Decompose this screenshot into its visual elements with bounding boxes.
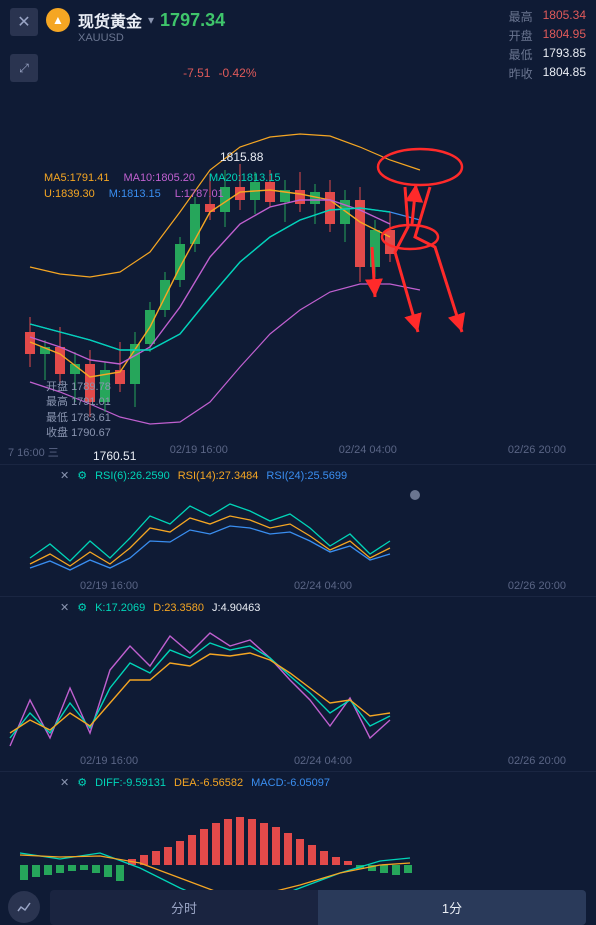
d-label: D:23.3580 bbox=[153, 602, 204, 614]
open-label: 开盘 bbox=[509, 27, 533, 44]
kdj-svg bbox=[0, 618, 596, 753]
xaxis-tick: 02/19 16:00 bbox=[170, 444, 228, 460]
boll-u: U:1839.30 bbox=[44, 188, 95, 200]
ohlc-tooltip: 开盘 1789.78 最高 1791.01 最低 1783.61 收盘 1790… bbox=[46, 380, 111, 442]
kdj-panel[interactable]: ✕ ⚙ K:17.2069 D:23.3580 J:4.90463 02/19 … bbox=[0, 596, 596, 771]
xaxis-tick: 02/24 04:00 bbox=[294, 755, 352, 767]
gear-icon[interactable]: ⚙ bbox=[77, 776, 87, 789]
prev-val: 1804.85 bbox=[543, 65, 586, 82]
panel-close-icon[interactable]: ✕ bbox=[60, 469, 69, 482]
ma5-label: MA5:1791.41 bbox=[44, 172, 109, 184]
boll-l: L:1787.01 bbox=[175, 188, 224, 200]
low-val: 1793.85 bbox=[543, 46, 586, 63]
gold-icon: ▲ bbox=[46, 8, 70, 32]
price-change: -7.51 -0.42% bbox=[183, 66, 256, 80]
prev-label: 昨收 bbox=[509, 65, 533, 82]
panel-close-icon[interactable]: ✕ bbox=[60, 776, 69, 789]
expand-button[interactable]: ⤢ bbox=[10, 54, 38, 82]
rsi-panel[interactable]: ✕ ⚙ RSI(6):26.2590 RSI(14):27.3484 RSI(2… bbox=[0, 464, 596, 596]
quote-grid: 最高 1805.34 开盘 1804.95 最低 1793.85 昨收 1804… bbox=[509, 8, 586, 82]
dea-label: DEA:-6.56582 bbox=[174, 777, 243, 789]
close-button[interactable]: ✕ bbox=[10, 8, 38, 36]
rsi24-label: RSI(24):25.5699 bbox=[266, 470, 347, 482]
xaxis-tick: 02/19 16:00 bbox=[80, 580, 138, 592]
rsi-svg bbox=[0, 486, 596, 578]
open-val: 1804.95 bbox=[543, 27, 586, 44]
xaxis-tick: 02/24 04:00 bbox=[294, 580, 352, 592]
last-price: 1797.34 bbox=[160, 10, 225, 31]
j-label: J:4.90463 bbox=[212, 602, 260, 614]
high-marker: 1815.88 bbox=[220, 150, 263, 164]
panel-close-icon[interactable]: ✕ bbox=[60, 601, 69, 614]
dropdown-icon[interactable]: ▾ bbox=[148, 13, 154, 27]
xaxis-tick: 02/19 16:00 bbox=[80, 755, 138, 767]
gear-icon[interactable]: ⚙ bbox=[77, 469, 87, 482]
ma-legend: MA5:1791.41 MA10:1805.20 MA20:1813.15 bbox=[44, 172, 281, 184]
k-label: K:17.2069 bbox=[95, 602, 145, 614]
change-abs: -7.51 bbox=[183, 66, 210, 80]
macd-svg bbox=[0, 793, 596, 893]
xaxis-tick: 02/26 20:00 bbox=[508, 755, 566, 767]
boll-legend: U:1839.30 M:1813.15 L:1787.01 bbox=[44, 188, 224, 200]
indicator-button[interactable] bbox=[8, 891, 40, 923]
diff-label: DIFF:-9.59131 bbox=[95, 777, 166, 789]
xaxis-tick: 02/26 20:00 bbox=[508, 444, 566, 460]
ma10-label: MA10:1805.20 bbox=[123, 172, 195, 184]
rsi14-label: RSI(14):27.3484 bbox=[178, 470, 259, 482]
low-marker: 1760.51 bbox=[90, 448, 139, 464]
low-label: 最低 bbox=[509, 46, 533, 63]
timeframe-tabs: 分时 1分 bbox=[50, 890, 586, 925]
xaxis-tick: 7 16:00 三 bbox=[8, 444, 59, 460]
xaxis-tick: 02/24 04:00 bbox=[339, 444, 397, 460]
bottom-bar: 分时 1分 bbox=[0, 890, 596, 924]
header: ✕ ▲ 现货黄金 ▾ 1797.34 XAUUSD -7.51 -0.42% 最… bbox=[0, 0, 596, 86]
high-label: 最高 bbox=[509, 8, 533, 25]
main-chart[interactable]: 1815.88 MA5:1791.41 MA10:1805.20 MA20:18… bbox=[0, 92, 596, 464]
rsi6-label: RSI(6):26.2590 bbox=[95, 470, 170, 482]
tab-fenshi[interactable]: 分时 bbox=[50, 890, 318, 925]
macd-label: MACD:-6.05097 bbox=[251, 777, 330, 789]
gear-icon[interactable]: ⚙ bbox=[77, 601, 87, 614]
symbol: XAUUSD bbox=[78, 32, 124, 44]
change-pct: -0.42% bbox=[218, 66, 256, 80]
high-val: 1805.34 bbox=[543, 8, 586, 25]
boll-m: M:1813.15 bbox=[109, 188, 161, 200]
instrument-title[interactable]: 现货黄金 bbox=[78, 8, 142, 32]
ma20-label: MA20:1813.15 bbox=[209, 172, 281, 184]
title-block: 现货黄金 ▾ 1797.34 XAUUSD bbox=[78, 8, 225, 44]
xaxis-tick: 02/26 20:00 bbox=[508, 580, 566, 592]
kdj-xaxis: 02/19 16:00 02/24 04:00 02/26 20:00 bbox=[0, 753, 596, 771]
rsi-xaxis: 02/19 16:00 02/24 04:00 02/26 20:00 bbox=[0, 578, 596, 596]
tab-1min[interactable]: 1分 bbox=[318, 890, 586, 925]
